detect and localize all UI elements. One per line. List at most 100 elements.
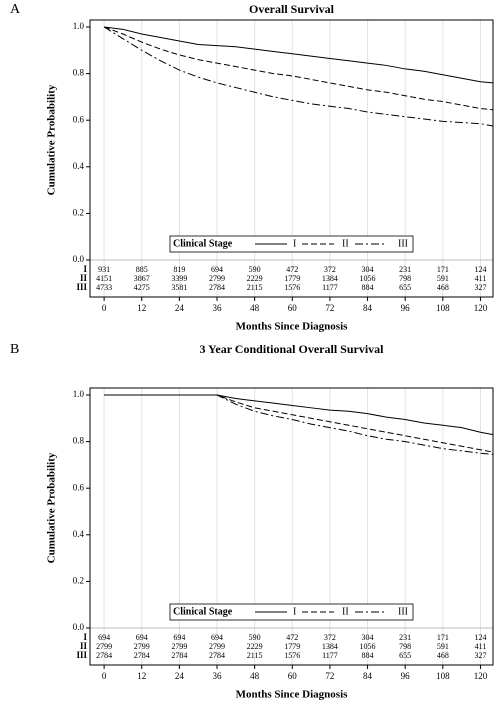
x-tick-label: 24	[175, 671, 185, 681]
risk-count: 2799	[134, 642, 150, 651]
y-tick-label: 0.8	[73, 436, 85, 446]
risk-count: 468	[437, 651, 449, 660]
risk-count: 372	[324, 633, 336, 642]
y-tick-label: 0.8	[73, 68, 85, 78]
risk-count: 1779	[284, 274, 300, 283]
risk-count: 171	[437, 265, 449, 274]
risk-count: 1177	[322, 283, 338, 292]
y-tick-label: 0.2	[73, 575, 84, 585]
risk-count: 931	[98, 265, 110, 274]
y-tick-label: 0.4	[73, 161, 85, 171]
legend-label: I	[293, 238, 296, 249]
y-axis-label: Cumulative Probability	[46, 452, 58, 563]
legend-label: III	[398, 606, 408, 617]
x-tick-label: 72	[325, 303, 334, 313]
x-tick-label: 108	[436, 303, 450, 313]
y-tick-label: 0.4	[73, 529, 85, 539]
y-tick-label: 0.6	[73, 482, 85, 492]
legend-title: Clinical Stage	[173, 238, 233, 249]
risk-count: 2799	[209, 642, 225, 651]
risk-count: 591	[437, 642, 449, 651]
risk-count: 1177	[322, 651, 338, 660]
panel-label: B	[10, 342, 19, 357]
x-tick-label: 12	[137, 303, 146, 313]
risk-count: 124	[474, 265, 486, 274]
risk-count: 2799	[209, 274, 225, 283]
x-tick-label: 36	[213, 671, 223, 681]
x-tick-label: 24	[175, 303, 185, 313]
y-tick-label: 0.0	[73, 622, 85, 632]
legend-label: I	[293, 606, 296, 617]
x-tick-label: 108	[436, 671, 450, 681]
risk-count: 798	[399, 642, 411, 651]
survival-curve	[104, 394, 494, 436]
risk-count: 2115	[247, 283, 263, 292]
y-tick-label: 0.0	[73, 254, 85, 264]
y-axis-label: Cumulative Probability	[46, 84, 58, 195]
y-tick-label: 1.0	[73, 21, 85, 31]
risk-count: 2799	[96, 642, 112, 651]
risk-count: 411	[475, 274, 487, 283]
risk-count: 2799	[171, 642, 187, 651]
risk-count: 3399	[171, 274, 187, 283]
x-tick-label: 36	[213, 303, 223, 313]
survival-curve	[103, 26, 494, 127]
x-tick-label: 84	[363, 303, 373, 313]
x-tick-label: 72	[325, 671, 334, 681]
x-tick-label: 60	[288, 671, 298, 681]
risk-row-label: I	[83, 632, 87, 642]
risk-count: 798	[399, 274, 411, 283]
legend-title: Clinical Stage	[173, 606, 233, 617]
risk-count: 2784	[171, 651, 187, 660]
x-tick-label: 120	[474, 671, 488, 681]
risk-count: 3581	[171, 283, 187, 292]
risk-count: 694	[98, 633, 110, 642]
risk-count: 2115	[247, 651, 263, 660]
chart-title: 3 Year Conditional Overall Survival	[199, 342, 384, 356]
risk-count: 1056	[360, 642, 376, 651]
risk-row-label: I	[83, 264, 87, 274]
y-tick-label: 0.6	[73, 114, 85, 124]
risk-count: 2784	[96, 651, 112, 660]
survival-curve	[104, 394, 494, 455]
x-tick-label: 0	[102, 671, 107, 681]
risk-count: 694	[136, 633, 148, 642]
risk-count: 885	[136, 265, 148, 274]
x-tick-label: 96	[401, 303, 411, 313]
legend-box	[169, 235, 414, 253]
survival-curve	[104, 394, 494, 453]
x-tick-label: 60	[288, 303, 298, 313]
risk-count: 124	[474, 633, 486, 642]
x-tick-label: 96	[401, 671, 411, 681]
risk-count: 694	[211, 265, 223, 274]
risk-count: 2784	[209, 651, 225, 660]
risk-count: 1576	[284, 651, 300, 660]
legend-label: II	[342, 238, 349, 249]
risk-count: 884	[362, 651, 374, 660]
risk-count: 171	[437, 633, 449, 642]
risk-count: 819	[173, 265, 185, 274]
risk-count: 231	[399, 633, 411, 642]
risk-row-label: II	[80, 273, 88, 283]
risk-count: 655	[399, 651, 411, 660]
x-axis-label: Months Since Diagnosis	[236, 689, 349, 701]
risk-count: 472	[286, 633, 298, 642]
risk-count: 1779	[284, 642, 300, 651]
risk-count: 2229	[247, 274, 263, 283]
survival-curve	[104, 26, 494, 84]
plot-frame	[89, 387, 494, 666]
risk-count: 304	[362, 265, 374, 274]
x-tick-label: 12	[137, 671, 146, 681]
risk-count: 590	[249, 633, 261, 642]
risk-count: 1056	[360, 274, 376, 283]
x-tick-label: 84	[363, 671, 373, 681]
y-tick-label: 1.0	[73, 389, 85, 399]
x-tick-label: 48	[250, 671, 260, 681]
risk-count: 231	[399, 265, 411, 274]
risk-row-label: III	[76, 282, 87, 292]
chart-title: Overall Survival	[249, 2, 335, 16]
risk-count: 4151	[96, 274, 112, 283]
risk-row-label: II	[80, 641, 88, 651]
x-axis-label: Months Since Diagnosis	[236, 321, 349, 333]
